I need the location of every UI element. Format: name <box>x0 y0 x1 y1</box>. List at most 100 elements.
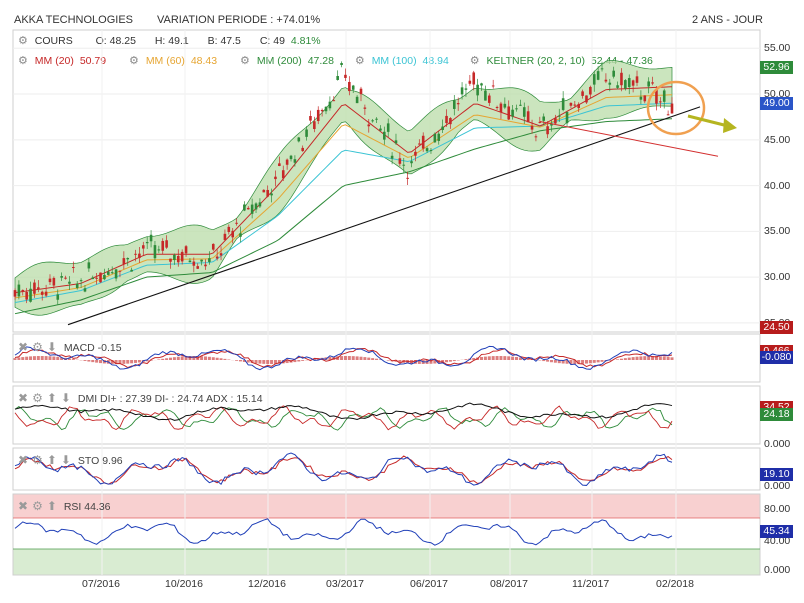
candle-body <box>320 109 324 112</box>
gear-icon[interactable]: ⚙ <box>354 55 365 67</box>
candle-body <box>324 106 328 112</box>
macd-histogram-bar <box>180 356 184 360</box>
macd-histogram-bar <box>584 360 588 364</box>
low-value: B: 47.5 <box>207 35 241 47</box>
gear-icon[interactable]: ⚙ <box>32 453 43 467</box>
arrow-up-icon[interactable]: ⬆ <box>46 391 57 405</box>
candle-body <box>309 116 312 121</box>
dmi-badge-2: 24.18 <box>760 408 793 421</box>
range-label[interactable]: 2 ANS - JOUR <box>692 14 763 26</box>
macd-histogram-bar <box>429 360 433 364</box>
price-tick: 40.00 <box>764 179 791 192</box>
arrow-up-icon[interactable]: ⬆ <box>46 499 57 513</box>
candle-body <box>554 118 557 124</box>
x-tick: 07/2016 <box>82 578 120 590</box>
candle-body <box>196 266 200 269</box>
candle-body <box>499 103 503 113</box>
candle-body <box>130 269 133 272</box>
macd-histogram-bar <box>398 360 402 363</box>
candle-body <box>608 82 612 85</box>
macd-histogram-bar <box>654 356 658 360</box>
candle-body <box>452 100 456 109</box>
close-icon[interactable]: ✖ <box>18 340 29 354</box>
candle-body <box>64 277 67 279</box>
macd-histogram-bar <box>487 356 491 360</box>
candle-body <box>639 96 643 100</box>
macd-histogram-bar <box>464 359 468 360</box>
trend-arrow-head <box>723 118 737 133</box>
gear-icon[interactable]: ⚙ <box>32 391 43 405</box>
candle-body <box>445 115 448 124</box>
variation-label: VARIATION PERIODE : +74.01% <box>157 14 321 26</box>
arrow-down-icon[interactable]: ⬇ <box>60 453 71 467</box>
macd-histogram-bar <box>386 360 390 361</box>
x-tick: 10/2016 <box>165 578 203 590</box>
candle-body <box>651 82 654 84</box>
macd-histogram-bar <box>546 360 550 362</box>
rsi-line <box>14 518 673 546</box>
gear-icon[interactable]: ⚙ <box>129 55 139 67</box>
macd-histogram-bar <box>643 356 647 360</box>
macd-histogram-bar <box>270 360 274 364</box>
dmi-minus-line <box>14 405 673 431</box>
candle-body <box>176 255 180 263</box>
candle-body <box>386 123 390 132</box>
gear-icon[interactable]: ⚙ <box>32 340 43 354</box>
candle-body <box>565 111 569 124</box>
sto-axis-zero: 0.000 <box>764 480 791 492</box>
macd-histogram-bar <box>262 360 266 364</box>
sto-badge: 19.10 <box>760 468 793 481</box>
highlight-circle <box>646 80 706 136</box>
macd-histogram-bar <box>483 356 487 360</box>
macd-histogram-bar <box>285 360 289 364</box>
gear-icon[interactable]: ⚙ <box>469 55 480 67</box>
macd-histogram-bar <box>394 360 398 362</box>
macd-histogram-bar <box>511 356 515 360</box>
macd-histogram-bar <box>211 357 215 360</box>
candle-body <box>126 257 130 260</box>
mm100-label: MM (100) <box>371 55 417 67</box>
macd-histogram-bar <box>17 357 21 360</box>
gear-icon[interactable]: ⚙ <box>18 55 28 67</box>
arrow-up-icon[interactable]: ⬆ <box>46 453 57 467</box>
macd-histogram-bar <box>145 360 149 362</box>
candle-body <box>68 281 71 284</box>
candle-body <box>425 148 429 152</box>
gear-icon[interactable]: ⚙ <box>32 499 43 513</box>
arrow-down-icon[interactable]: ⬇ <box>46 340 57 354</box>
high-value: H: 49.1 <box>154 35 189 47</box>
macd-histogram-bar <box>32 356 36 360</box>
candle-body <box>390 155 394 159</box>
candle-body <box>91 277 95 280</box>
candle-body <box>550 123 553 126</box>
macd-histogram-bar <box>499 356 503 360</box>
macd-histogram-bar <box>378 359 382 360</box>
resistance-trendline <box>539 121 719 157</box>
close-icon[interactable]: ✖ <box>18 499 29 513</box>
macd-histogram-bar <box>223 358 227 360</box>
candle-body <box>25 292 28 300</box>
candle-body <box>491 85 495 87</box>
macd-histogram-bar <box>312 358 316 360</box>
macd-line <box>14 345 673 371</box>
macd-header: ✖ ⚙ ⬇ MACD -0.15 <box>18 340 122 354</box>
price-tick: 35.00 <box>764 225 791 238</box>
rsi-tick-40: 40.00 <box>764 535 791 547</box>
macd-histogram-bar <box>52 356 56 360</box>
candle-body <box>37 287 40 289</box>
macd-histogram-bar <box>452 360 456 362</box>
arrow-down-icon[interactable]: ⬇ <box>60 391 71 405</box>
price-tick: 45.00 <box>764 133 791 146</box>
macd-histogram-bar <box>417 360 421 364</box>
x-tick: 12/2016 <box>248 578 286 590</box>
close-icon[interactable]: ✖ <box>18 453 29 467</box>
macd-histogram-bar <box>522 357 526 360</box>
candle-body <box>635 76 639 83</box>
close-icon[interactable]: ✖ <box>18 391 29 405</box>
mm200-line <box>14 118 673 315</box>
gear-icon[interactable]: ⚙ <box>18 35 28 47</box>
gear-icon[interactable]: ⚙ <box>240 55 250 67</box>
macd-histogram-bar <box>592 360 596 363</box>
candle-body <box>620 72 623 86</box>
